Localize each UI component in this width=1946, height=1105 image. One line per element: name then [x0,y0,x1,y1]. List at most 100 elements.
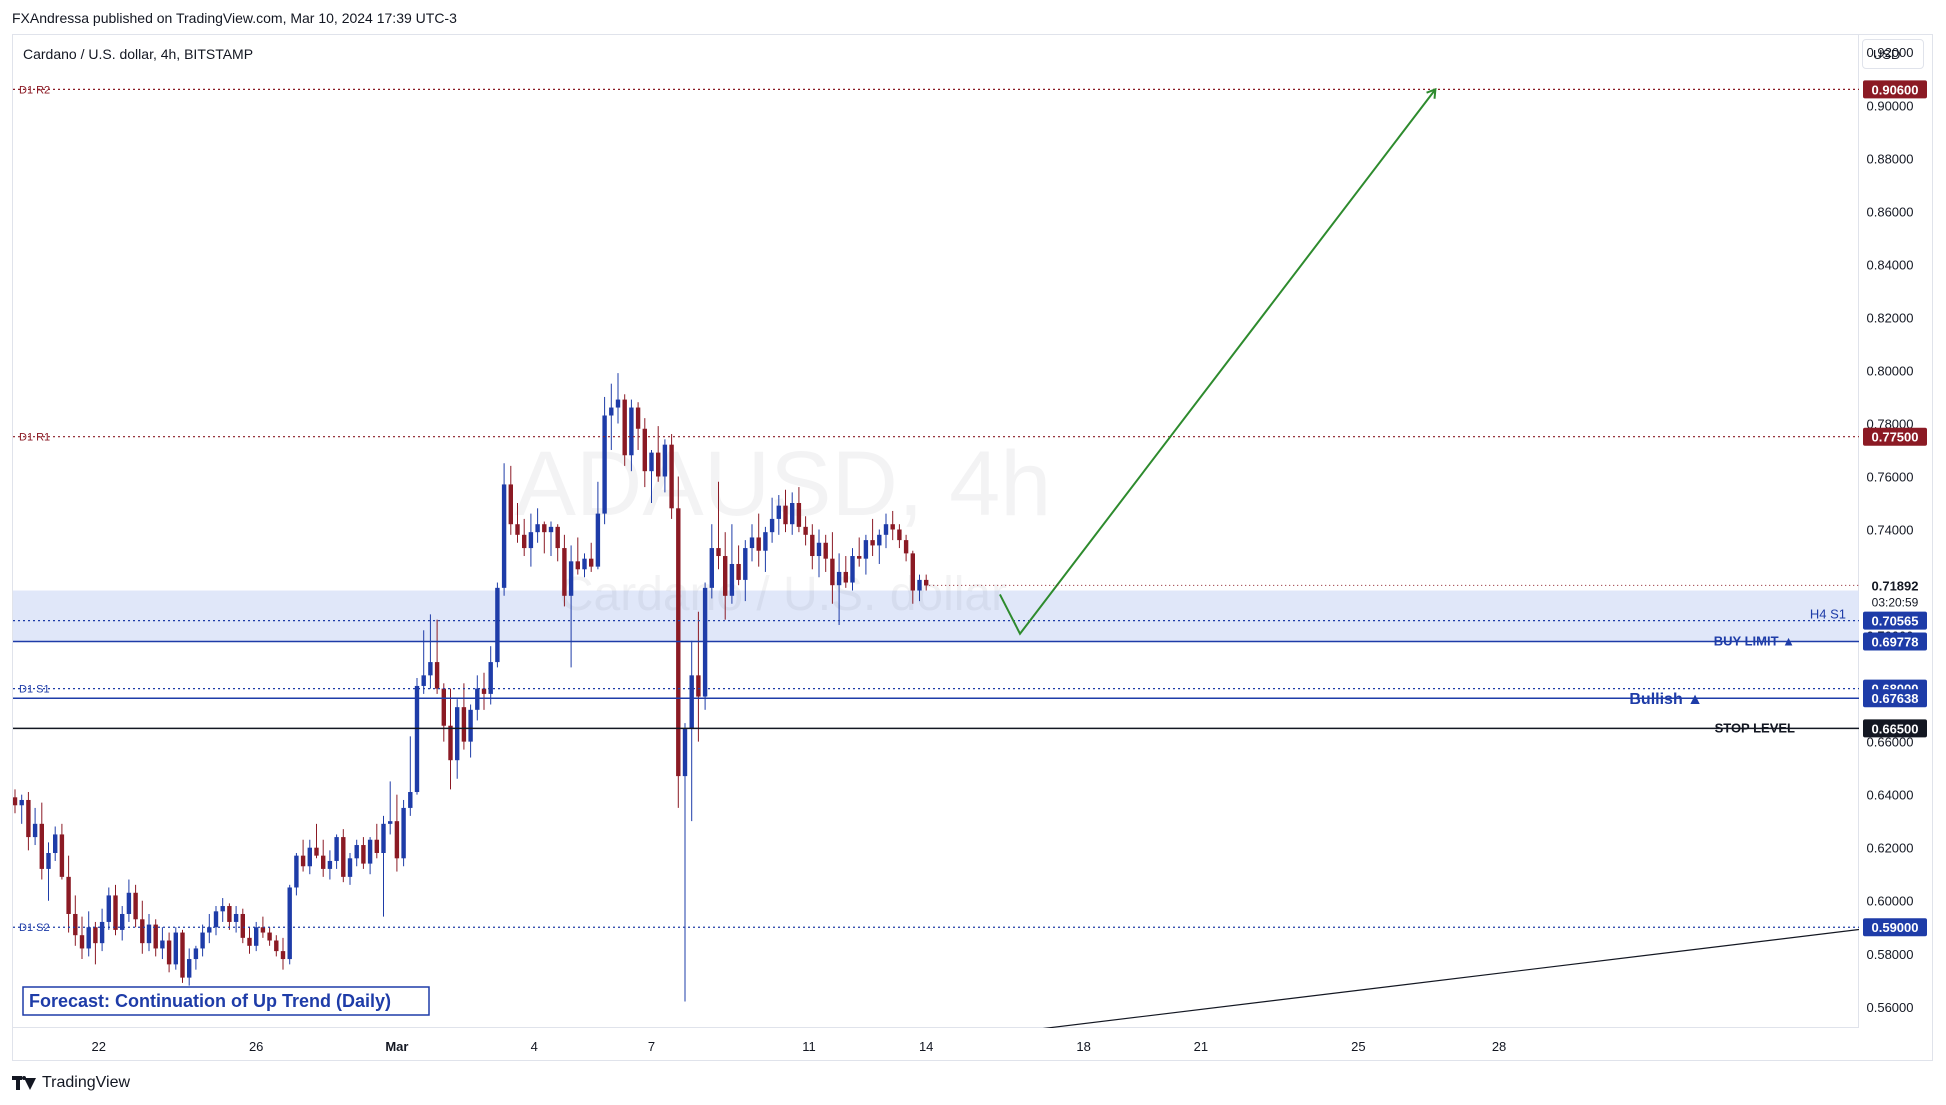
candle-85 [582,553,587,578]
candle-body [39,823,44,869]
candle-body [656,452,661,477]
forecast-text: Forecast: Continuation of Up Trend (Dail… [29,991,391,1011]
candle-body [495,587,500,663]
x-tick-label-8: 21 [1194,1039,1208,1054]
candle-58 [401,799,406,867]
x-tick-label-7: 18 [1076,1039,1090,1054]
candle-72 [495,582,500,668]
candle-24 [173,927,178,970]
candle-22 [160,927,165,960]
candle-105 [716,481,721,570]
footer-brand[interactable]: TradingView [12,1074,130,1092]
candle-body [361,845,366,864]
y-tick-label-5: 0.66000 [1867,735,1914,750]
candle-65 [448,688,453,790]
y-tick-label-3: 0.62000 [1867,841,1914,856]
candle-128 [870,518,875,557]
candle-62 [428,614,433,689]
candle-35 [247,927,252,954]
candle-body [763,532,768,551]
candle-body [689,675,694,729]
candle-19 [140,900,145,954]
candle-body [696,675,701,697]
level-tag-1-bg [1863,427,1927,446]
level-tag-1: 0.77500 [1863,427,1927,446]
candle-113 [769,497,775,543]
candle-body [917,579,922,591]
plot-area[interactable] [13,35,1859,1028]
candle-27 [193,945,199,970]
candle-body [213,911,219,928]
candle-68 [468,704,473,758]
candle-47 [327,850,333,880]
candle-body [649,452,654,472]
candle-131 [890,510,895,541]
candle-21 [153,919,158,957]
candle-110 [749,524,755,562]
candle-body [113,895,118,930]
candle-body [79,935,85,949]
tradingview-logo-icon [12,1076,36,1090]
candle-body [327,860,333,869]
candle-body [508,484,513,525]
candle-body [622,399,627,456]
candle-body [481,688,487,694]
level-tag-0: 0.90600 [1863,80,1927,99]
level-tag-2-bg [1863,611,1927,630]
candle-body [776,505,781,519]
level-tag-6: 0.66500 [1863,719,1927,738]
level-tag-5: 0.67638 [1863,689,1927,708]
currency-selector[interactable]: USD [1862,39,1924,69]
candle-body [615,399,621,408]
candle-body [26,799,31,838]
candle-121 [823,534,828,572]
candle-59 [408,736,413,816]
candle-39 [274,935,279,957]
candle-101 [689,640,694,822]
candle-body [669,444,674,509]
candle-body [99,921,105,944]
candle-120 [816,529,822,578]
level-tag-7-text: 0.59000 [1872,920,1919,935]
candle-12 [93,921,98,965]
candle-body [388,821,393,824]
candle-body [374,839,379,853]
candle-93 [635,402,641,450]
candle-80 [548,521,554,557]
buy-zone-band [13,590,1859,642]
candle-body [910,553,915,591]
candle-body [475,688,480,710]
candle-body [120,913,125,930]
candle-body [716,548,721,557]
candle-body [528,532,534,549]
candle-body [106,895,111,922]
candle-102 [696,611,701,742]
candle-33 [233,906,239,933]
symbol-title[interactable]: Cardano / U.S. dollar, 4h, BITSTAMP [23,46,254,62]
candle-body [790,502,795,525]
candle-70 [481,672,487,710]
candle-98 [669,434,674,519]
candle-body [321,855,326,869]
candle-body [568,561,574,596]
candle-body [173,932,178,965]
candle-100 [682,723,688,1002]
x-tick-label-4: 7 [648,1039,655,1054]
candle-body [227,906,232,922]
candle-112 [763,526,768,572]
candle-76 [522,518,527,557]
chart-container[interactable]: 0.56000 0.58000 0.60000 0.62000 0.64000 0.660… [12,34,1933,1061]
candle-63 [434,619,440,694]
candle-9 [73,895,78,946]
level-tag-6-bg [1863,719,1927,738]
candle-106 [723,532,728,620]
projection-arrow [999,87,1437,636]
candle-87 [595,481,601,570]
candle-15 [113,884,118,936]
y-tick-label-8: 0.74000 [1867,523,1914,538]
candle-114 [776,495,781,535]
price-chart[interactable]: 0.56000 0.58000 0.60000 0.62000 0.64000 0.660… [13,35,1934,1062]
candle-52 [361,837,366,869]
candle-body [408,792,413,808]
candle-body [749,537,755,549]
